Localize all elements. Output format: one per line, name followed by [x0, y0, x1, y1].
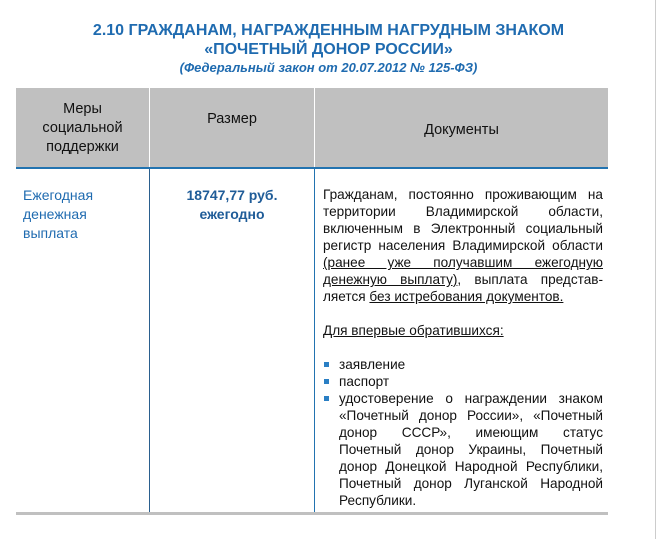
- amount-period: ежегодно: [199, 206, 265, 222]
- header-amount: Размер: [150, 88, 314, 168]
- list-item: паспорт: [323, 373, 603, 390]
- table-bottom-border: [16, 512, 608, 515]
- header-documents: Документы: [315, 88, 608, 168]
- first-time-label: Для впервые обратившихся:: [323, 323, 504, 338]
- text: Гражданам, постоянно проживающим на терр…: [323, 187, 603, 253]
- documents-paragraph: Гражданам, постоянно проживающим на терр…: [323, 186, 603, 305]
- first-time-heading: Для впервые обратившихся:: [323, 322, 603, 339]
- amount-cell: 18747,77 руб. ежегодно: [150, 186, 314, 224]
- column-divider: [314, 169, 315, 515]
- text: , выплата представ­ляется: [323, 272, 604, 304]
- measure-cell: Ежегодная денежная выплата: [23, 187, 94, 241]
- underlined-text: (ранее уже получавшим ежегодную денежную…: [323, 255, 603, 287]
- law-reference: (Федеральный закон от 20.07.2012 № 125-Ф…: [179, 60, 478, 75]
- header-measures: Меры социальной поддержки: [16, 88, 149, 168]
- section-title-line2: «ПОЧЕТНЫЙ ДОНОР РОССИИ»: [204, 41, 453, 58]
- documents-list: заявление паспорт удостоверение о награж…: [323, 356, 603, 509]
- underlined-text: без истребования документов.: [369, 289, 564, 304]
- list-item: удостоверение о награждении зна­ком «Поч…: [323, 390, 603, 509]
- column-divider: [149, 169, 150, 515]
- amount-value: 18747,77 руб.: [186, 187, 278, 203]
- page-edge: [655, 0, 656, 539]
- header-divider: [16, 167, 608, 169]
- section-title: 2.10 ГРАЖДАНАМ, НАГРАЖДЕННЫМ НАГРУДНЫМ З…: [92, 22, 565, 39]
- documents-cell: Гражданам, постоянно проживающим на терр…: [323, 186, 603, 509]
- list-item: заявление: [323, 356, 603, 373]
